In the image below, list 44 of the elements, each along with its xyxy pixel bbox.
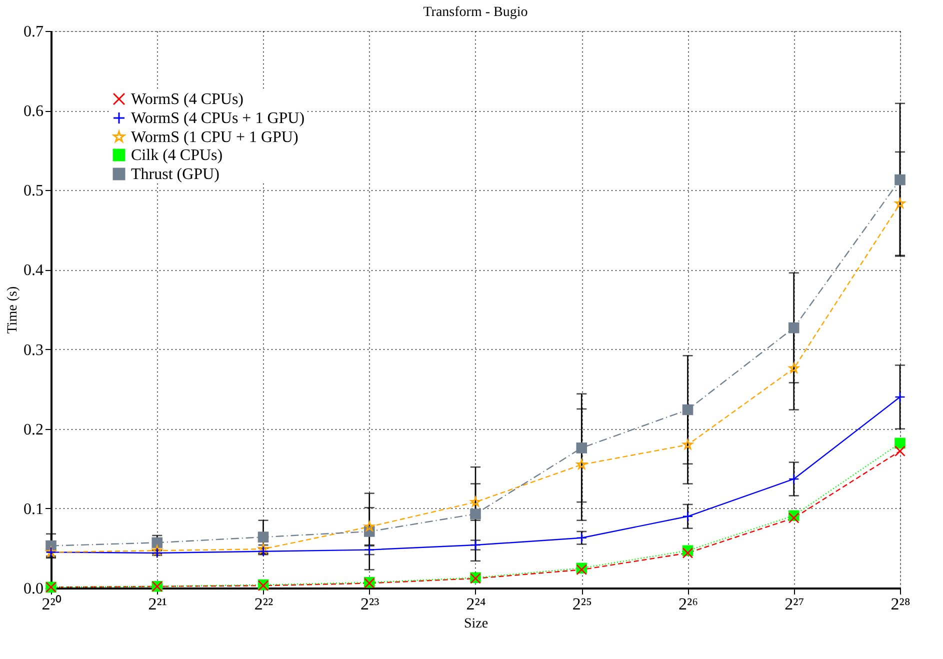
y-tick-label: 0.5 xyxy=(24,182,44,200)
x-tick-label: 2²² xyxy=(254,594,274,614)
point xyxy=(470,496,481,507)
point xyxy=(894,174,906,186)
x-tick-label: 2²³ xyxy=(360,594,380,614)
point xyxy=(788,362,800,373)
point xyxy=(682,548,694,558)
x-tick-label: 2²⁶ xyxy=(678,594,698,614)
point xyxy=(894,446,906,457)
x-tick-label: 2²⁸ xyxy=(890,594,910,614)
y-tick-label: 0.4 xyxy=(24,262,44,280)
y-tick-label: 0.2 xyxy=(24,421,44,438)
y-tick-label: 0.3 xyxy=(24,342,44,359)
legend-label: Thrust (GPU) xyxy=(131,166,220,183)
point xyxy=(576,459,587,470)
y-tick-label: 0.1 xyxy=(24,500,44,518)
legend-label: WormS (1 CPU + 1 GPU) xyxy=(131,129,298,146)
point xyxy=(894,198,906,208)
x-tick-label: 2²⁷ xyxy=(784,594,804,614)
x-tick-label: 2²⁵ xyxy=(572,594,592,614)
x-axis-title: Size xyxy=(464,616,488,632)
legend-label: WormS (4 CPUs) xyxy=(131,91,244,108)
point xyxy=(894,392,906,402)
y-tick-label: 0.7 xyxy=(24,24,44,40)
point xyxy=(788,322,800,334)
y-tick-label: 0.0 xyxy=(24,580,44,598)
point xyxy=(364,521,375,532)
y-tick-label: 0.6 xyxy=(24,103,44,120)
legend-label: WormS (4 CPUs + 1 GPU) xyxy=(131,110,305,127)
point xyxy=(788,512,800,524)
point xyxy=(788,474,800,484)
point xyxy=(258,532,269,542)
x-tick-label: 2²¹ xyxy=(148,594,167,614)
x-tick-label: 2²⁴ xyxy=(466,594,486,614)
legend-label: Cilk (4 CPUs) xyxy=(131,147,223,164)
point xyxy=(576,442,588,454)
y-axis-title: Time (s) xyxy=(6,286,20,334)
point xyxy=(682,404,694,416)
point xyxy=(682,439,693,450)
point xyxy=(470,508,481,520)
x-tick-label: 2²⁰ xyxy=(42,594,62,614)
point xyxy=(682,510,694,522)
point xyxy=(894,438,906,449)
chart-title: Transform - Bugio xyxy=(423,5,528,20)
